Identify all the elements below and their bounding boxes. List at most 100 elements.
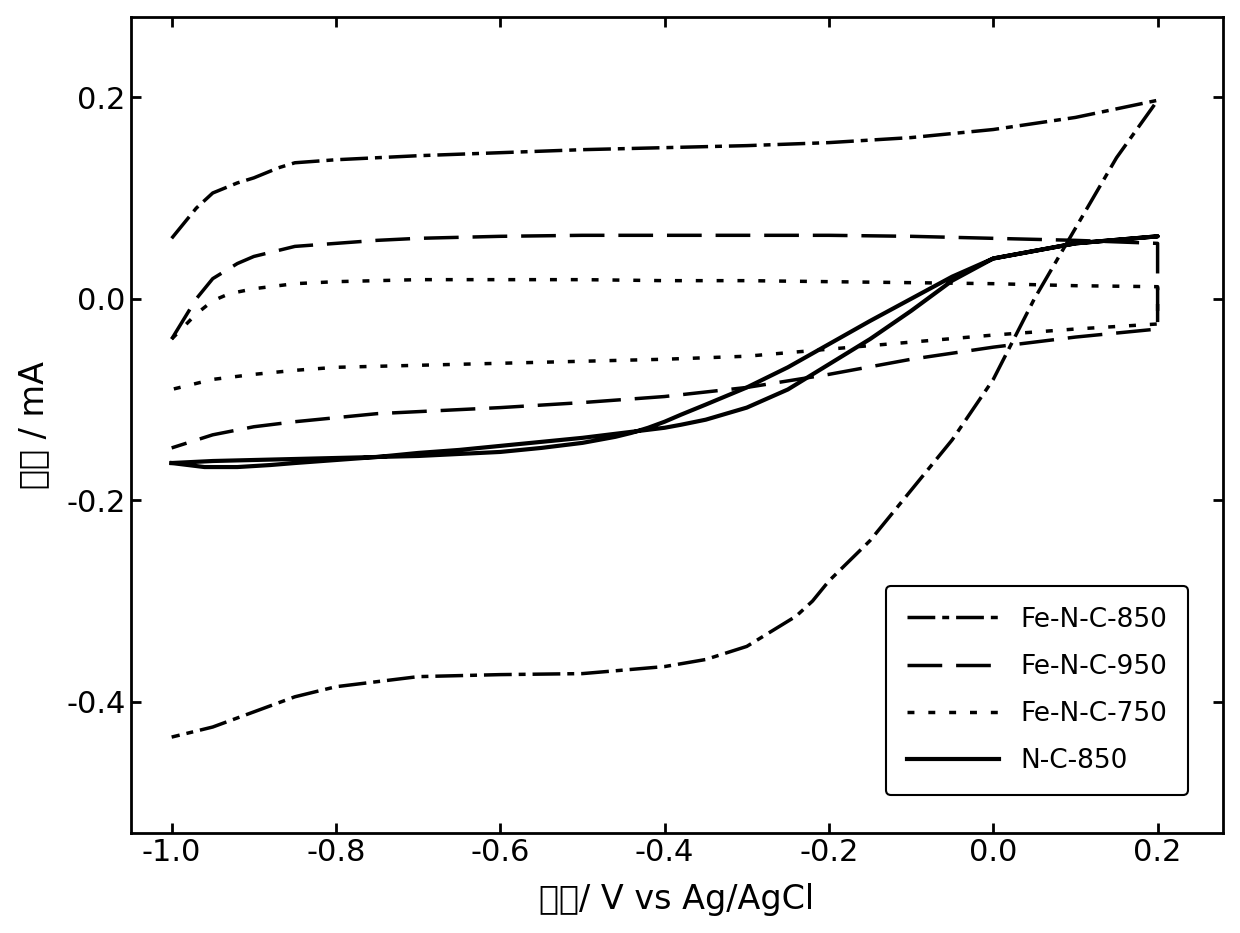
Legend: Fe-N-C-850, Fe-N-C-950, Fe-N-C-750, N-C-850: Fe-N-C-850, Fe-N-C-950, Fe-N-C-750, N-C-… bbox=[885, 586, 1188, 795]
Fe-N-C-750 bbox=[822, 276, 837, 287]
X-axis label: 电势/ V vs Ag/AgCl: 电势/ V vs Ag/AgCl bbox=[539, 884, 815, 916]
N-C-850 bbox=[624, 427, 639, 439]
Fe-N-C-950 bbox=[657, 391, 672, 402]
Fe-N-C-850 bbox=[657, 661, 672, 672]
Fe-N-C-850 bbox=[863, 535, 878, 546]
Fe-N-C-750 bbox=[986, 278, 1001, 289]
Fe-N-C-850 bbox=[1109, 152, 1123, 163]
Fe-N-C-850 bbox=[1068, 112, 1083, 123]
Fe-N-C-750 bbox=[288, 278, 303, 289]
Fe-N-C-850 bbox=[1151, 94, 1166, 105]
Y-axis label: 电流 / mA: 电流 / mA bbox=[16, 361, 50, 489]
Fe-N-C-850 bbox=[904, 484, 919, 495]
Fe-N-C-850 bbox=[805, 595, 820, 606]
Fe-N-C-850 bbox=[986, 124, 1001, 135]
Fe-N-C-950 bbox=[904, 230, 919, 242]
Fe-N-C-750 bbox=[206, 295, 221, 306]
Fe-N-C-750 bbox=[329, 362, 343, 373]
Fe-N-C-750 bbox=[222, 288, 237, 299]
Fe-N-C-950 bbox=[288, 416, 303, 427]
Fe-N-C-950 bbox=[188, 293, 203, 304]
Fe-N-C-750 bbox=[904, 337, 919, 348]
Fe-N-C-850 bbox=[206, 721, 221, 732]
Fe-N-C-850 bbox=[575, 144, 590, 155]
Line: N-C-850: N-C-850 bbox=[171, 236, 1158, 467]
Fe-N-C-850 bbox=[370, 152, 384, 163]
Fe-N-C-850 bbox=[789, 610, 804, 621]
Fe-N-C-950 bbox=[370, 408, 384, 419]
Fe-N-C-950 bbox=[822, 230, 837, 241]
Fe-N-C-750 bbox=[272, 280, 286, 291]
Fe-N-C-950 bbox=[451, 404, 466, 415]
Fe-N-C-850 bbox=[329, 681, 343, 692]
N-C-850 bbox=[575, 432, 590, 443]
Line: Fe-N-C-950: Fe-N-C-950 bbox=[171, 235, 1158, 448]
Fe-N-C-950 bbox=[575, 230, 590, 241]
Fe-N-C-750 bbox=[575, 274, 590, 285]
N-C-850 bbox=[164, 457, 179, 468]
Fe-N-C-950 bbox=[329, 412, 343, 424]
Fe-N-C-850 bbox=[492, 669, 507, 680]
Fe-N-C-850 bbox=[206, 188, 221, 199]
Fe-N-C-750 bbox=[492, 274, 507, 285]
Fe-N-C-750 bbox=[739, 351, 754, 362]
Fe-N-C-750 bbox=[410, 274, 425, 285]
Fe-N-C-850 bbox=[247, 706, 262, 717]
Fe-N-C-950 bbox=[904, 354, 919, 365]
Fe-N-C-750 bbox=[986, 329, 1001, 341]
Fe-N-C-850 bbox=[329, 154, 343, 165]
Fe-N-C-850 bbox=[904, 132, 919, 143]
Fe-N-C-950 bbox=[164, 442, 179, 453]
Fe-N-C-850 bbox=[756, 631, 771, 642]
Fe-N-C-750 bbox=[247, 283, 262, 294]
Fe-N-C-850 bbox=[739, 140, 754, 151]
Fe-N-C-950 bbox=[206, 273, 221, 285]
Fe-N-C-750 bbox=[1068, 324, 1083, 335]
Fe-N-C-750 bbox=[492, 357, 507, 369]
Line: Fe-N-C-750: Fe-N-C-750 bbox=[171, 280, 1158, 389]
Fe-N-C-950 bbox=[739, 230, 754, 241]
Fe-N-C-750 bbox=[657, 275, 672, 286]
Fe-N-C-850 bbox=[739, 641, 754, 652]
Fe-N-C-850 bbox=[986, 374, 1001, 385]
Fe-N-C-750 bbox=[1151, 318, 1166, 329]
Fe-N-C-950 bbox=[329, 238, 343, 249]
Fe-N-C-950 bbox=[492, 230, 507, 242]
Fe-N-C-750 bbox=[904, 277, 919, 288]
Fe-N-C-950 bbox=[1151, 238, 1166, 249]
Fe-N-C-950 bbox=[657, 230, 672, 241]
Fe-N-C-850 bbox=[1068, 223, 1083, 234]
Fe-N-C-850 bbox=[410, 150, 425, 161]
Fe-N-C-850 bbox=[288, 691, 303, 703]
Fe-N-C-750 bbox=[188, 308, 203, 319]
Fe-N-C-850 bbox=[188, 202, 203, 214]
Fe-N-C-850 bbox=[1027, 293, 1042, 304]
Fe-N-C-950 bbox=[739, 382, 754, 393]
Fe-N-C-850 bbox=[164, 731, 179, 743]
Fe-N-C-850 bbox=[1151, 94, 1166, 105]
Fe-N-C-750 bbox=[1068, 280, 1083, 291]
Fe-N-C-750 bbox=[1151, 281, 1166, 292]
Fe-N-C-750 bbox=[288, 365, 303, 376]
N-C-850 bbox=[1151, 230, 1166, 242]
Fe-N-C-950 bbox=[575, 397, 590, 408]
Fe-N-C-850 bbox=[822, 576, 837, 587]
Fe-N-C-950 bbox=[164, 333, 179, 344]
Fe-N-C-950 bbox=[247, 421, 262, 432]
Fe-N-C-850 bbox=[773, 620, 787, 632]
N-C-850 bbox=[197, 462, 212, 473]
Fe-N-C-950 bbox=[1068, 235, 1083, 246]
Fe-N-C-750 bbox=[657, 354, 672, 365]
Line: Fe-N-C-850: Fe-N-C-850 bbox=[171, 100, 1158, 737]
Fe-N-C-950 bbox=[288, 241, 303, 252]
Fe-N-C-750 bbox=[164, 333, 179, 344]
Fe-N-C-950 bbox=[1151, 324, 1166, 335]
Fe-N-C-950 bbox=[986, 232, 1001, 244]
Fe-N-C-850 bbox=[164, 232, 179, 244]
N-C-850 bbox=[591, 430, 606, 441]
Fe-N-C-750 bbox=[822, 343, 837, 355]
Fe-N-C-950 bbox=[492, 402, 507, 413]
Fe-N-C-850 bbox=[492, 147, 507, 159]
N-C-850 bbox=[451, 449, 466, 460]
Fe-N-C-750 bbox=[739, 275, 754, 286]
